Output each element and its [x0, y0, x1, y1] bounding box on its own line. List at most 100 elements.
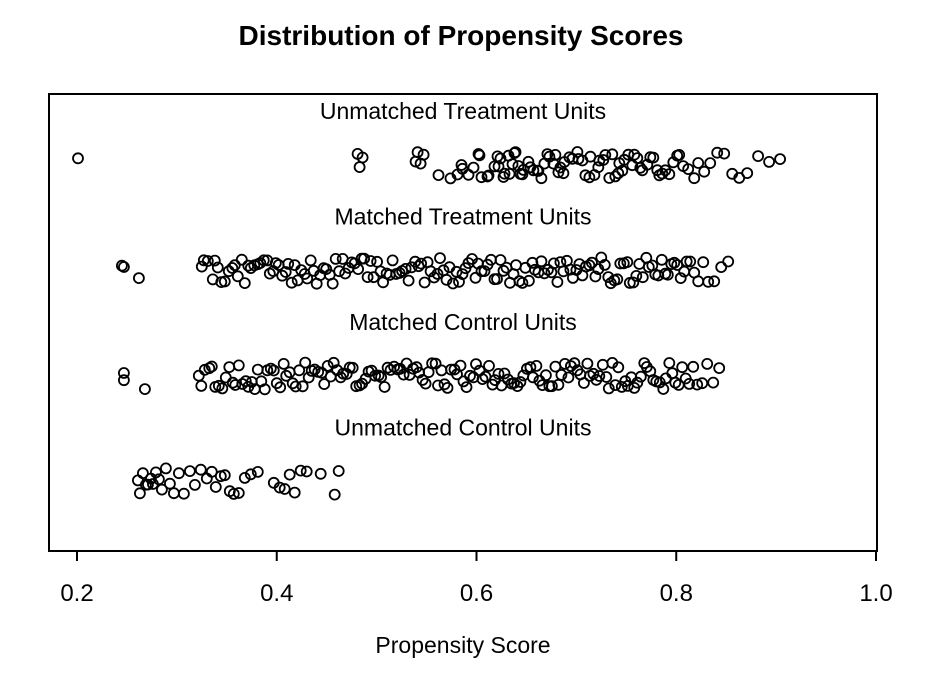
data-point: [219, 371, 232, 384]
data-point: [611, 273, 624, 286]
data-point: [364, 255, 377, 267]
data-point: [352, 263, 365, 276]
data-point: [587, 367, 600, 380]
data-point: [228, 259, 241, 272]
data-point: [568, 357, 581, 370]
data-point: [470, 358, 482, 371]
data-point: [283, 468, 296, 481]
x-axis-ticks: [76, 551, 877, 561]
data-point: [661, 268, 674, 281]
data-point: [410, 361, 423, 374]
data-point: [282, 257, 295, 270]
data-point: [372, 369, 385, 382]
data-points-layer: [72, 146, 786, 501]
data-point: [264, 362, 277, 375]
data-point: [397, 368, 410, 381]
data-point: [462, 168, 475, 181]
data-point: [136, 467, 149, 480]
data-point: [508, 377, 520, 390]
data-point: [428, 271, 441, 284]
data-point: [132, 272, 145, 285]
data-point: [530, 359, 543, 372]
data-point: [201, 255, 214, 267]
data-point: [614, 257, 627, 270]
data-point: [599, 149, 612, 161]
data-point: [278, 483, 291, 495]
data-point: [551, 276, 564, 288]
data-point: [676, 361, 689, 374]
data-point: [741, 167, 754, 180]
data-point: [535, 172, 548, 185]
data-point: [473, 149, 486, 162]
x-tick-label-0.2: 0.2: [60, 580, 93, 607]
data-point: [692, 157, 705, 169]
data-point: [273, 481, 286, 494]
data-point: [763, 155, 775, 168]
data-point: [704, 157, 717, 170]
data-point: [718, 147, 731, 160]
data-point: [195, 260, 208, 273]
data-point: [415, 257, 428, 270]
data-point: [698, 165, 711, 178]
data-point: [656, 167, 669, 180]
data-point: [481, 170, 494, 183]
data-point: [432, 169, 445, 182]
data-point: [557, 265, 570, 278]
data-point: [609, 379, 622, 392]
data-point: [627, 276, 640, 289]
data-point: [203, 362, 216, 375]
data-point: [460, 381, 473, 394]
data-point: [195, 379, 208, 392]
data-point: [200, 472, 213, 485]
data-point: [167, 487, 180, 500]
data-point: [454, 359, 467, 372]
data-point: [238, 277, 251, 290]
data-point: [684, 255, 697, 268]
data-point: [361, 271, 374, 284]
data-point: [277, 357, 290, 370]
data-point: [211, 261, 224, 274]
data-point: [680, 255, 693, 268]
data-point: [600, 371, 613, 383]
data-point: [456, 268, 469, 281]
data-point: [346, 361, 359, 374]
data-point: [188, 478, 201, 491]
data-point: [659, 164, 672, 177]
data-point: [299, 356, 312, 369]
data-point: [647, 151, 660, 164]
data-point: [257, 254, 270, 267]
data-point: [231, 270, 244, 283]
data-point: [227, 487, 240, 500]
data-point: [668, 256, 681, 269]
data-point: [483, 359, 495, 372]
data-point: [400, 357, 413, 370]
data-point: [586, 256, 598, 269]
data-point: [527, 164, 540, 177]
data-point: [691, 378, 704, 391]
data-point: [522, 155, 535, 168]
data-point: [194, 463, 207, 476]
data-point: [641, 158, 654, 171]
data-point: [280, 369, 293, 382]
data-point: [411, 146, 424, 159]
data-point: [296, 380, 309, 393]
data-point: [223, 361, 236, 374]
data-point: [416, 373, 429, 386]
data-point: [609, 170, 622, 183]
data-point: [697, 256, 710, 269]
data-point: [628, 148, 641, 161]
data-point: [541, 148, 554, 161]
data-point: [300, 465, 313, 478]
chart-title: Distribution of Propensity Scores: [239, 20, 684, 51]
data-point: [519, 261, 532, 274]
data-point: [434, 252, 446, 265]
data-point: [274, 381, 287, 394]
data-point: [559, 357, 571, 370]
data-point: [418, 276, 431, 289]
data-point: [688, 172, 701, 185]
data-point: [713, 362, 726, 375]
data-point: [603, 172, 616, 184]
data-point: [353, 161, 366, 174]
data-point: [516, 276, 529, 289]
